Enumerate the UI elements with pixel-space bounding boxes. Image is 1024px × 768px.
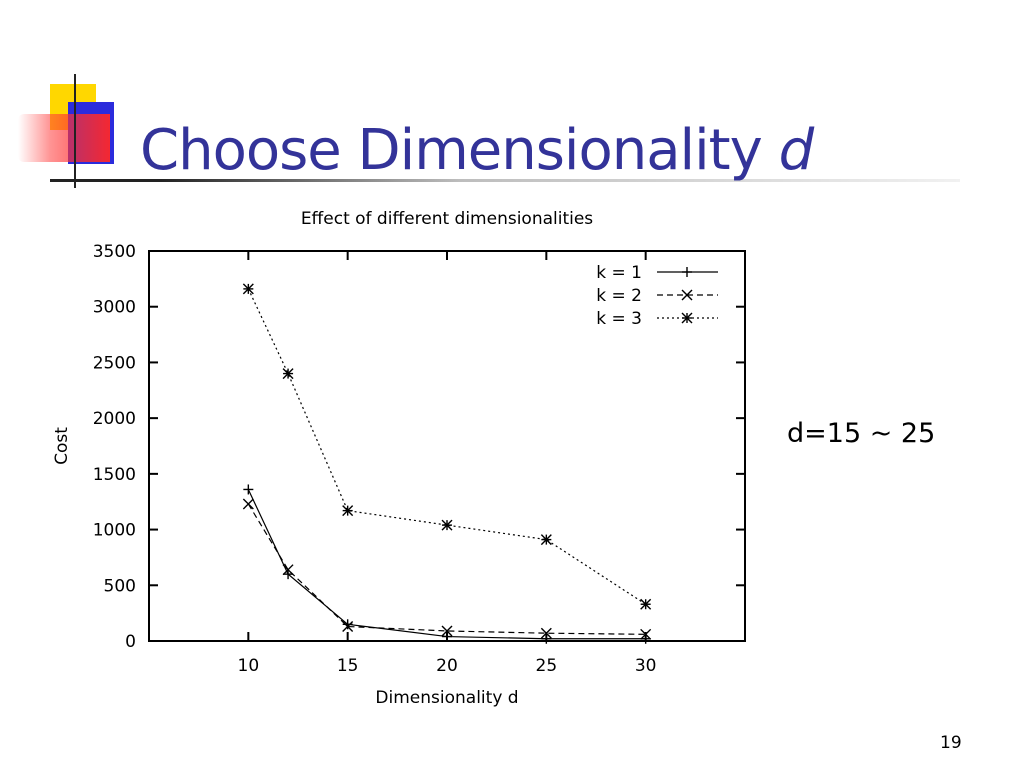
series-line-k3 [247, 288, 646, 605]
marker-stroke [540, 627, 552, 639]
legend-marker [682, 267, 692, 277]
x-tick-label: 25 [536, 656, 558, 676]
decor-red-gradient [18, 114, 110, 162]
dimensionality-note: d=15 ~ 25 [787, 418, 936, 449]
legend-label: k = 1 [596, 263, 642, 283]
slide-title-variable: d [778, 118, 815, 183]
data-point-k3 [540, 534, 552, 546]
marker-stroke [441, 625, 453, 637]
marker-stroke [242, 283, 254, 295]
marker-stroke [640, 598, 652, 610]
legend-label: k = 2 [596, 286, 642, 306]
marker-stroke [640, 628, 652, 640]
marker-stroke [540, 534, 552, 546]
y-tick-label: 3500 [93, 242, 136, 262]
marker-stroke [681, 312, 693, 324]
marker-stroke [681, 289, 693, 301]
data-point-k3 [282, 368, 294, 380]
x-tick-label: 30 [635, 656, 657, 676]
data-point-k2 [441, 625, 453, 637]
slide-title-main: Choose Dimensionality [140, 118, 763, 183]
page-number: 19 [940, 733, 962, 753]
data-point-k2 [640, 628, 652, 640]
y-axis-label: Cost [52, 427, 72, 465]
series-line-k2 [247, 503, 646, 635]
chart-title: Effect of different dimensionalities [301, 209, 593, 229]
data-point-k2 [342, 621, 354, 633]
data-point-k1 [541, 633, 552, 644]
data-point-k2 [540, 627, 552, 639]
marker-stroke [282, 564, 294, 576]
y-tick-label: 2500 [93, 353, 136, 373]
y-tick-label: 1500 [93, 465, 136, 485]
decor-vertical-line [74, 74, 76, 188]
x-tick-label: 20 [436, 656, 458, 676]
data-point-k2 [242, 498, 254, 510]
marker-stroke [342, 505, 354, 517]
legend-label: k = 3 [596, 309, 642, 329]
y-tick-label: 0 [125, 632, 136, 652]
data-point-k1 [243, 484, 254, 495]
marker-stroke [441, 519, 453, 531]
data-point-k2 [282, 564, 294, 576]
series-line-k1 [247, 489, 646, 640]
data-point-k1 [342, 619, 353, 630]
x-tick-label: 10 [238, 656, 260, 676]
x-tick-label: 15 [337, 656, 359, 676]
data-point-k3 [342, 505, 354, 517]
marker-stroke [282, 368, 294, 380]
legend-marker [681, 312, 693, 324]
data-point-k3 [242, 283, 254, 295]
title-underline [50, 179, 960, 182]
y-tick-label: 2000 [93, 409, 136, 429]
data-point-k1 [640, 633, 651, 644]
marker-stroke [242, 498, 254, 510]
y-tick-label: 1000 [93, 521, 136, 541]
data-point-k1 [283, 569, 294, 580]
marker-stroke [342, 621, 354, 633]
data-point-k3 [441, 519, 453, 531]
x-axis-label: Dimensionality d [375, 688, 518, 708]
y-tick-label: 500 [104, 576, 136, 596]
plot-frame [148, 250, 746, 642]
data-point-k3 [640, 598, 652, 610]
y-tick-label: 3000 [93, 298, 136, 318]
slide-title: Choose Dimensionality d [140, 118, 815, 183]
data-point-k1 [442, 631, 452, 642]
legend-marker [681, 289, 693, 301]
